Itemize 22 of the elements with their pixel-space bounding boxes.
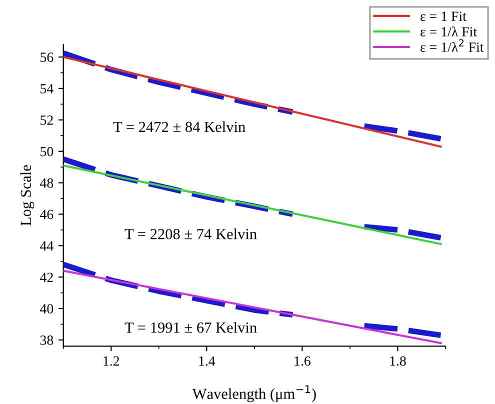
x-tick-label: 1.6	[294, 356, 310, 366]
legend-label: ε = 1/λ$^{2}$ Fit	[420, 39, 484, 52]
legend-label: ε = 1 Fit	[420, 12, 466, 21]
x-tick-label: 1.8	[390, 356, 406, 366]
legend-label: ε = 1/λ Fit	[420, 26, 477, 36]
annotation: T = 1991 ± 67 Kelvin	[124, 322, 257, 333]
y-tick-label: 46	[40, 210, 54, 220]
x-tick-label: 1.4	[199, 356, 216, 366]
y-tick-label: 48	[40, 178, 54, 188]
x-axis-title: Wavelength (μm$^{−1}$)	[192, 385, 316, 402]
y-tick-label: 44	[40, 241, 54, 250]
annotation: T = 2472 ± 84 Kelvin	[113, 121, 246, 132]
y-tick-label: 40	[40, 304, 54, 314]
y-tick-label: 54	[40, 84, 54, 94]
annotation: T = 2208 ± 74 Kelvin	[124, 228, 257, 240]
y-axis-title: Log Scale	[20, 165, 34, 226]
y-tick-label: 42	[40, 272, 53, 282]
y-tick-label: 56	[40, 52, 54, 62]
y-tick-label: 52	[40, 116, 53, 125]
x-tick-label: 1.2	[104, 356, 120, 366]
y-tick-label: 38	[40, 336, 54, 345]
y-tick-label: 50	[40, 146, 54, 156]
